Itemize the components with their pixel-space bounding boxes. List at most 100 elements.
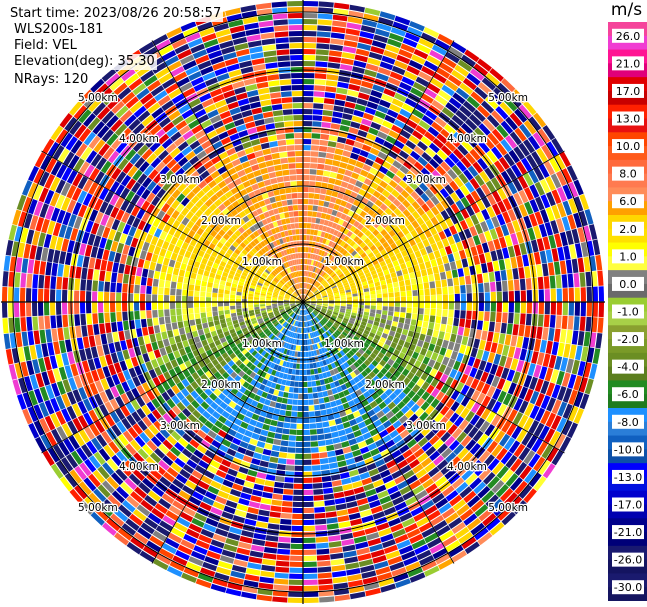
velocity-bin (466, 284, 472, 294)
velocity-bin (357, 310, 364, 315)
velocity-bin (393, 119, 406, 129)
velocity-bin (415, 76, 430, 87)
velocity-bin (116, 486, 130, 499)
velocity-bin (279, 385, 286, 392)
velocity-bin (56, 276, 63, 290)
velocity-bin (309, 326, 313, 332)
velocity-bin (305, 289, 309, 295)
velocity-bin (280, 347, 286, 354)
velocity-bin (303, 405, 309, 411)
velocity-bin (325, 86, 337, 93)
velocity-bin (331, 242, 337, 249)
velocity-bin (151, 398, 161, 409)
velocity-bin (346, 343, 353, 350)
velocity-bin (379, 495, 392, 505)
velocity-bin (294, 308, 299, 313)
velocity-bin (43, 233, 52, 248)
velocity-bin (346, 291, 352, 296)
velocity-bin (328, 293, 334, 297)
velocity-bin (387, 77, 401, 87)
velocity-bin (309, 332, 313, 339)
velocity-bin (348, 319, 355, 325)
velocity-bin (289, 318, 293, 324)
velocity-bin (291, 296, 296, 299)
velocity-bin (586, 286, 592, 302)
velocity-bin (396, 424, 406, 434)
velocity-bin (305, 315, 307, 321)
velocity-bin (328, 419, 336, 427)
velocity-bin (436, 459, 449, 471)
velocity-bin (172, 478, 185, 490)
velocity-bin (113, 231, 122, 243)
velocity-bin (514, 480, 528, 495)
velocity-bin (539, 339, 547, 353)
velocity-bin (264, 319, 271, 324)
velocity-bin (330, 400, 337, 408)
velocity-bin (326, 523, 339, 530)
velocity-bin (122, 349, 130, 360)
velocity-bin (333, 347, 339, 354)
velocity-bin (452, 148, 464, 160)
velocity-bin (310, 302, 316, 305)
velocity-bin (518, 142, 530, 157)
velocity-bin (194, 307, 200, 314)
velocity-bin (188, 496, 202, 507)
velocity-bin (345, 457, 356, 466)
velocity-bin (256, 402, 264, 410)
velocity-bin (332, 311, 339, 316)
velocity-bin (310, 320, 314, 326)
velocity-bin (301, 315, 303, 321)
velocity-bin (190, 380, 199, 390)
velocity-bin (308, 193, 315, 199)
velocity-bin (275, 383, 281, 390)
velocity-bin (314, 223, 320, 230)
velocity-bin (290, 325, 294, 331)
velocity-bin (328, 395, 335, 402)
velocity-bin (405, 232, 413, 241)
velocity-bin (132, 469, 146, 482)
velocity-bin (463, 490, 477, 503)
velocity-bin (349, 341, 356, 347)
velocity-bin (33, 330, 41, 345)
velocity-bin (315, 175, 323, 182)
velocity-bin (340, 341, 347, 348)
velocity-bin (294, 339, 298, 345)
velocity-bin (361, 183, 370, 192)
velocity-bin (38, 316, 45, 330)
velocity-bin (300, 309, 302, 315)
velocity-bin (181, 354, 189, 363)
velocity-bin (406, 302, 412, 308)
velocity-bin (260, 306, 266, 309)
velocity-bin (325, 152, 335, 160)
velocity-bin (309, 306, 314, 311)
velocity-bin (328, 307, 334, 310)
velocity-bin (366, 172, 376, 181)
velocity-bin (55, 237, 64, 251)
velocity-bin (291, 519, 303, 525)
velocity-bin (326, 311, 332, 315)
velocity-bin (486, 440, 498, 454)
velocity-bin (148, 424, 159, 436)
velocity-bin (414, 432, 425, 443)
velocity-bin (567, 273, 574, 288)
velocity-bin (516, 359, 525, 373)
velocity-bin (343, 369, 350, 376)
velocity-bin (417, 437, 429, 448)
velocity-bin (512, 268, 519, 280)
velocity-bin (312, 288, 318, 293)
velocity-bin (372, 142, 383, 151)
velocity-bin (524, 402, 535, 417)
velocity-bin (263, 366, 270, 373)
velocity-bin (230, 302, 236, 306)
velocity-bin (398, 81, 412, 92)
velocity-bin (303, 585, 319, 591)
velocity-bin (306, 283, 309, 289)
velocity-bin (536, 264, 543, 277)
velocity-bin (383, 198, 392, 207)
velocity-bin (340, 256, 347, 263)
velocity-bin (90, 346, 99, 359)
velocity-bin (290, 549, 303, 555)
velocity-bin (78, 481, 92, 496)
velocity-bin (528, 116, 542, 132)
velocity-bin (420, 347, 428, 356)
